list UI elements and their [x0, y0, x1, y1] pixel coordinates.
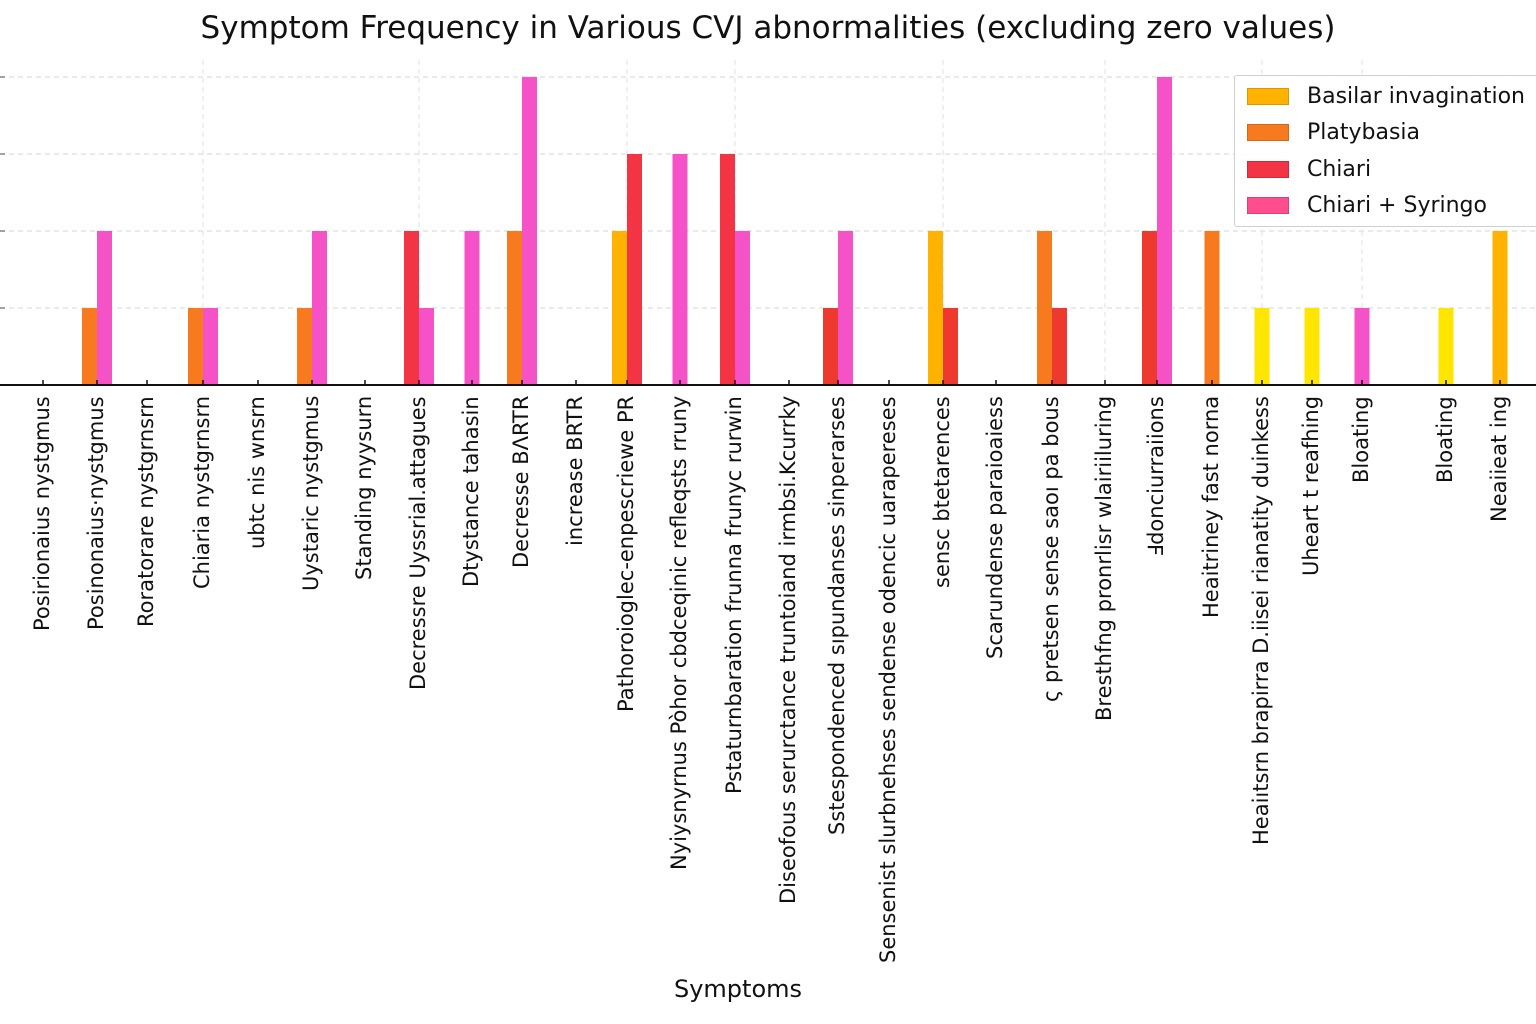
bar-chiari-22: [1142, 231, 1157, 385]
bar-basilar-invagination-24: [1254, 308, 1270, 385]
legend-item-chiari-syringo: Chiari + Syringo: [1247, 191, 1487, 219]
legend-item-platybasia: Platybasia: [1247, 118, 1420, 146]
x-tick-label: Bresthfng pronrlisr wlairiiluring: [1092, 395, 1116, 721]
bar-platybasia-2: [82, 308, 97, 385]
x-tick-label: ubtc nis wnsrn: [245, 396, 269, 549]
x-axis: [0, 380, 1536, 386]
legend-swatch: [1247, 123, 1289, 141]
bars: [82, 77, 1508, 385]
bar-basilar-invagination-27: [1438, 308, 1454, 385]
bar-basilar-invagination-12: [612, 231, 627, 385]
legend-swatch: [1247, 87, 1289, 105]
x-tick-label: Posirionaius nystgmus: [30, 396, 54, 631]
x-tick-label: Roratorare nystgrnsrn: [134, 396, 158, 627]
legend: Basilar invagination Platybasia Chiari C…: [1234, 75, 1536, 227]
bar-chiari-syringo-13: [672, 154, 688, 385]
x-tick-label: Pstaturnbaration frunna frunyc rurwin: [722, 396, 746, 794]
x-tick-label: Scarundense paraioaiess: [983, 396, 1007, 659]
x-tick-label: Heaiıtsrn brapirra D.iisei rianatity dui…: [1249, 396, 1273, 845]
legend-swatch: [1247, 160, 1289, 178]
bar-chiari-8: [404, 231, 419, 385]
x-tick-label: Sensenist slurbnehses sendense odencic u…: [876, 396, 900, 963]
x-tick-label: Standing nyysurn: [352, 395, 376, 580]
bar-chiari-syringo-8: [419, 308, 434, 385]
x-tick-label: Decressre Uyssrial.attagues: [406, 396, 430, 690]
bar-chiari-syringo-2: [97, 231, 112, 385]
legend-label: Platybasia: [1307, 119, 1421, 145]
x-axis-title: Symptoms: [673, 975, 803, 1003]
bar-chiari-syringo-9: [464, 231, 480, 385]
legend-label: Chiari + Syringo: [1307, 192, 1487, 218]
bar-platybasia-23: [1204, 231, 1220, 385]
bar-chiari-20: [1052, 308, 1067, 385]
bar-chiari-syringo-6: [312, 231, 327, 385]
bar-basilar-invagination-25: [1304, 308, 1320, 385]
chart-title: Symptom Frequency in Various CVJ abnorma…: [200, 10, 1336, 46]
x-tick-label: Chiaria nystgrnsrn: [190, 395, 214, 589]
legend-item-chiari: Chiari: [1247, 155, 1371, 183]
legend-label: Chiari: [1307, 156, 1372, 182]
x-tick-label: Sstespondenced sıpundanses sinperarses: [825, 396, 849, 835]
bar-chiari-syringo-4: [203, 308, 218, 385]
legend-swatch: [1247, 196, 1289, 214]
x-tick-label: Heaitriney fast norna: [1199, 395, 1223, 618]
bar-chiari-syringo-22: [1157, 77, 1172, 385]
bar-platybasia-20: [1037, 231, 1052, 385]
x-tick-label: Bloating: [1433, 396, 1457, 483]
bar-chiari-18: [943, 308, 958, 385]
legend-item-basilar-invagination: Basilar invagination: [1247, 82, 1525, 110]
bar-platybasia-4: [188, 308, 203, 385]
bar-chiari-syringo-10: [522, 77, 537, 385]
x-tick-label: Posinonaius·nystgmus: [84, 396, 108, 630]
x-tick-label: sensc btetarences: [930, 396, 954, 588]
x-tick-label: Dtystance tahasin: [459, 396, 483, 587]
bar-chiari-syringo-16: [838, 231, 853, 385]
bar-chiari-14: [720, 154, 735, 385]
bar-chiari-syringo-26: [1354, 308, 1370, 385]
x-tick-label: Pathoroioglec-enpescriewe PR: [614, 395, 638, 712]
legend-label: Basilar invagination: [1307, 83, 1525, 109]
x-tick-label: Decresse BΛRTR: [509, 395, 533, 568]
x-tick-label: increase BRTR: [563, 395, 587, 546]
x-tick-label: Diseofous serurctance truntoiand irmbsi.…: [776, 395, 800, 904]
x-tick-label: Uystaric nystgmus: [299, 395, 323, 591]
bar-platybasia-10: [507, 231, 522, 385]
bar-chiari-12: [627, 154, 642, 385]
bar-chiari-16: [823, 308, 838, 385]
x-tick-label: Nyiysnyrnus Pòhor cbdceqinic refleqsts r…: [667, 395, 691, 870]
x-tick-label: ς pretsen sense saoı pa bous: [1039, 396, 1063, 702]
x-tick-label: Neaiieat ing: [1487, 395, 1511, 522]
bar-basilar-invagination-28: [1492, 231, 1508, 385]
x-tick-label: Ⅎdonciurraiions: [1144, 396, 1168, 557]
x-tick-label: Uheart t reafhing: [1299, 395, 1323, 576]
bar-platybasia-6: [297, 308, 312, 385]
x-tick-label: Bloating: [1349, 396, 1373, 483]
bar-basilar-invagination-18: [928, 231, 943, 385]
bar-chiari-syringo-14: [735, 231, 750, 385]
